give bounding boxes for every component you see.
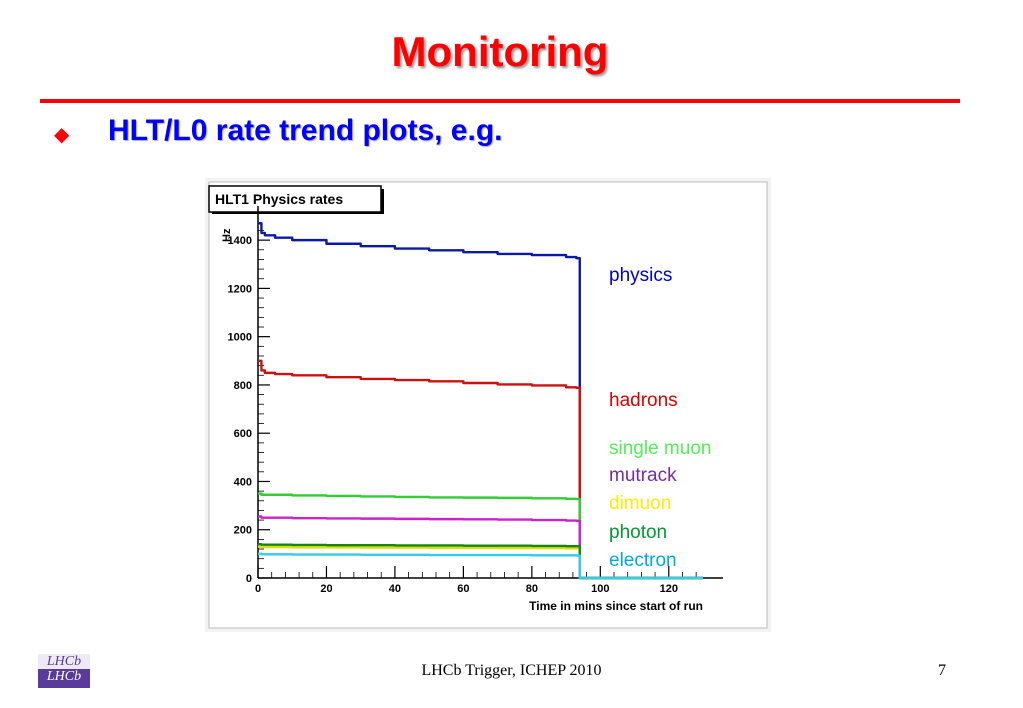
y-axis-label: Hz (221, 228, 233, 242)
series-line-photon (258, 543, 703, 580)
series-line-single-muon (258, 492, 703, 580)
page-number: 7 (938, 662, 946, 679)
series-line-dimuon (258, 545, 703, 580)
legend-label-electron: electron (609, 550, 677, 571)
rate-trend-chart: HLT1 Physics rates 0 200 400 600 800 1000 1200… (205, 178, 771, 632)
footer-text: LHCb Trigger, ICHEP 2010 (421, 662, 602, 679)
y-tick-label-0: 0 (246, 573, 252, 585)
x-tick-label-40: 40 (389, 583, 401, 595)
legend-label-hadrons: hadrons (609, 390, 678, 411)
series-line-physics (258, 222, 703, 580)
x-tick-label-120: 120 (660, 583, 678, 595)
chart-title: HLT1 Physics rates (215, 191, 343, 207)
legend-label-physics: physics (609, 265, 672, 286)
series-line-hadrons (258, 359, 703, 580)
bullet-text: HLT/L0 rate trend plots, e.g. (108, 114, 503, 147)
x-tick-label-60: 60 (457, 583, 469, 595)
legend-label-single-muon: single muon (609, 438, 711, 459)
chart-title-box (208, 185, 382, 213)
y-tick-label-800: 800 (234, 380, 252, 392)
y-tick-label-1400: 1400 (228, 235, 252, 247)
legend-label-mutrack: mutrack (609, 465, 677, 486)
x-tick-label-80: 80 (526, 583, 538, 595)
chart-svg: HLT1 Physics rates 020040060080010001200… (205, 178, 771, 632)
legend-label-photon: photon (609, 522, 667, 543)
chart-frame (208, 181, 768, 629)
legend-label-dimuon: dimuon (609, 493, 671, 514)
series-line-mutrack (258, 515, 703, 580)
logo-text: LHCb (38, 654, 90, 669)
lhcb-logo: LHCb LHCb (38, 654, 90, 688)
x-axis-label: Time in mins since start of run (529, 599, 703, 613)
y-tick-label-1200: 1200 (228, 283, 252, 295)
chart-axes: 0 200 400 600 800 1000 1200 1400 0 20 40 60 80 100 120… (221, 206, 723, 613)
chart-legend: physics hadrons single muon mutrack dimuon ph… (609, 265, 711, 571)
x-tick-label-0: 0 (255, 583, 261, 595)
y-tick-label-200: 200 (234, 525, 252, 537)
title-divider (40, 99, 960, 103)
y-tick-label-600: 600 (234, 428, 252, 440)
x-tick-label-100: 100 (591, 583, 609, 595)
x-tick-label-20: 20 (320, 583, 332, 595)
diamond-bullet-icon: ◆ (54, 124, 70, 146)
series-line-electron (258, 552, 703, 580)
slide-title: Monitoring (391, 28, 609, 75)
y-tick-label-1000: 1000 (228, 332, 252, 344)
y-tick-label-400: 400 (234, 476, 252, 488)
logo-text-reflection: LHCb (46, 669, 82, 684)
chart-series (258, 222, 703, 580)
